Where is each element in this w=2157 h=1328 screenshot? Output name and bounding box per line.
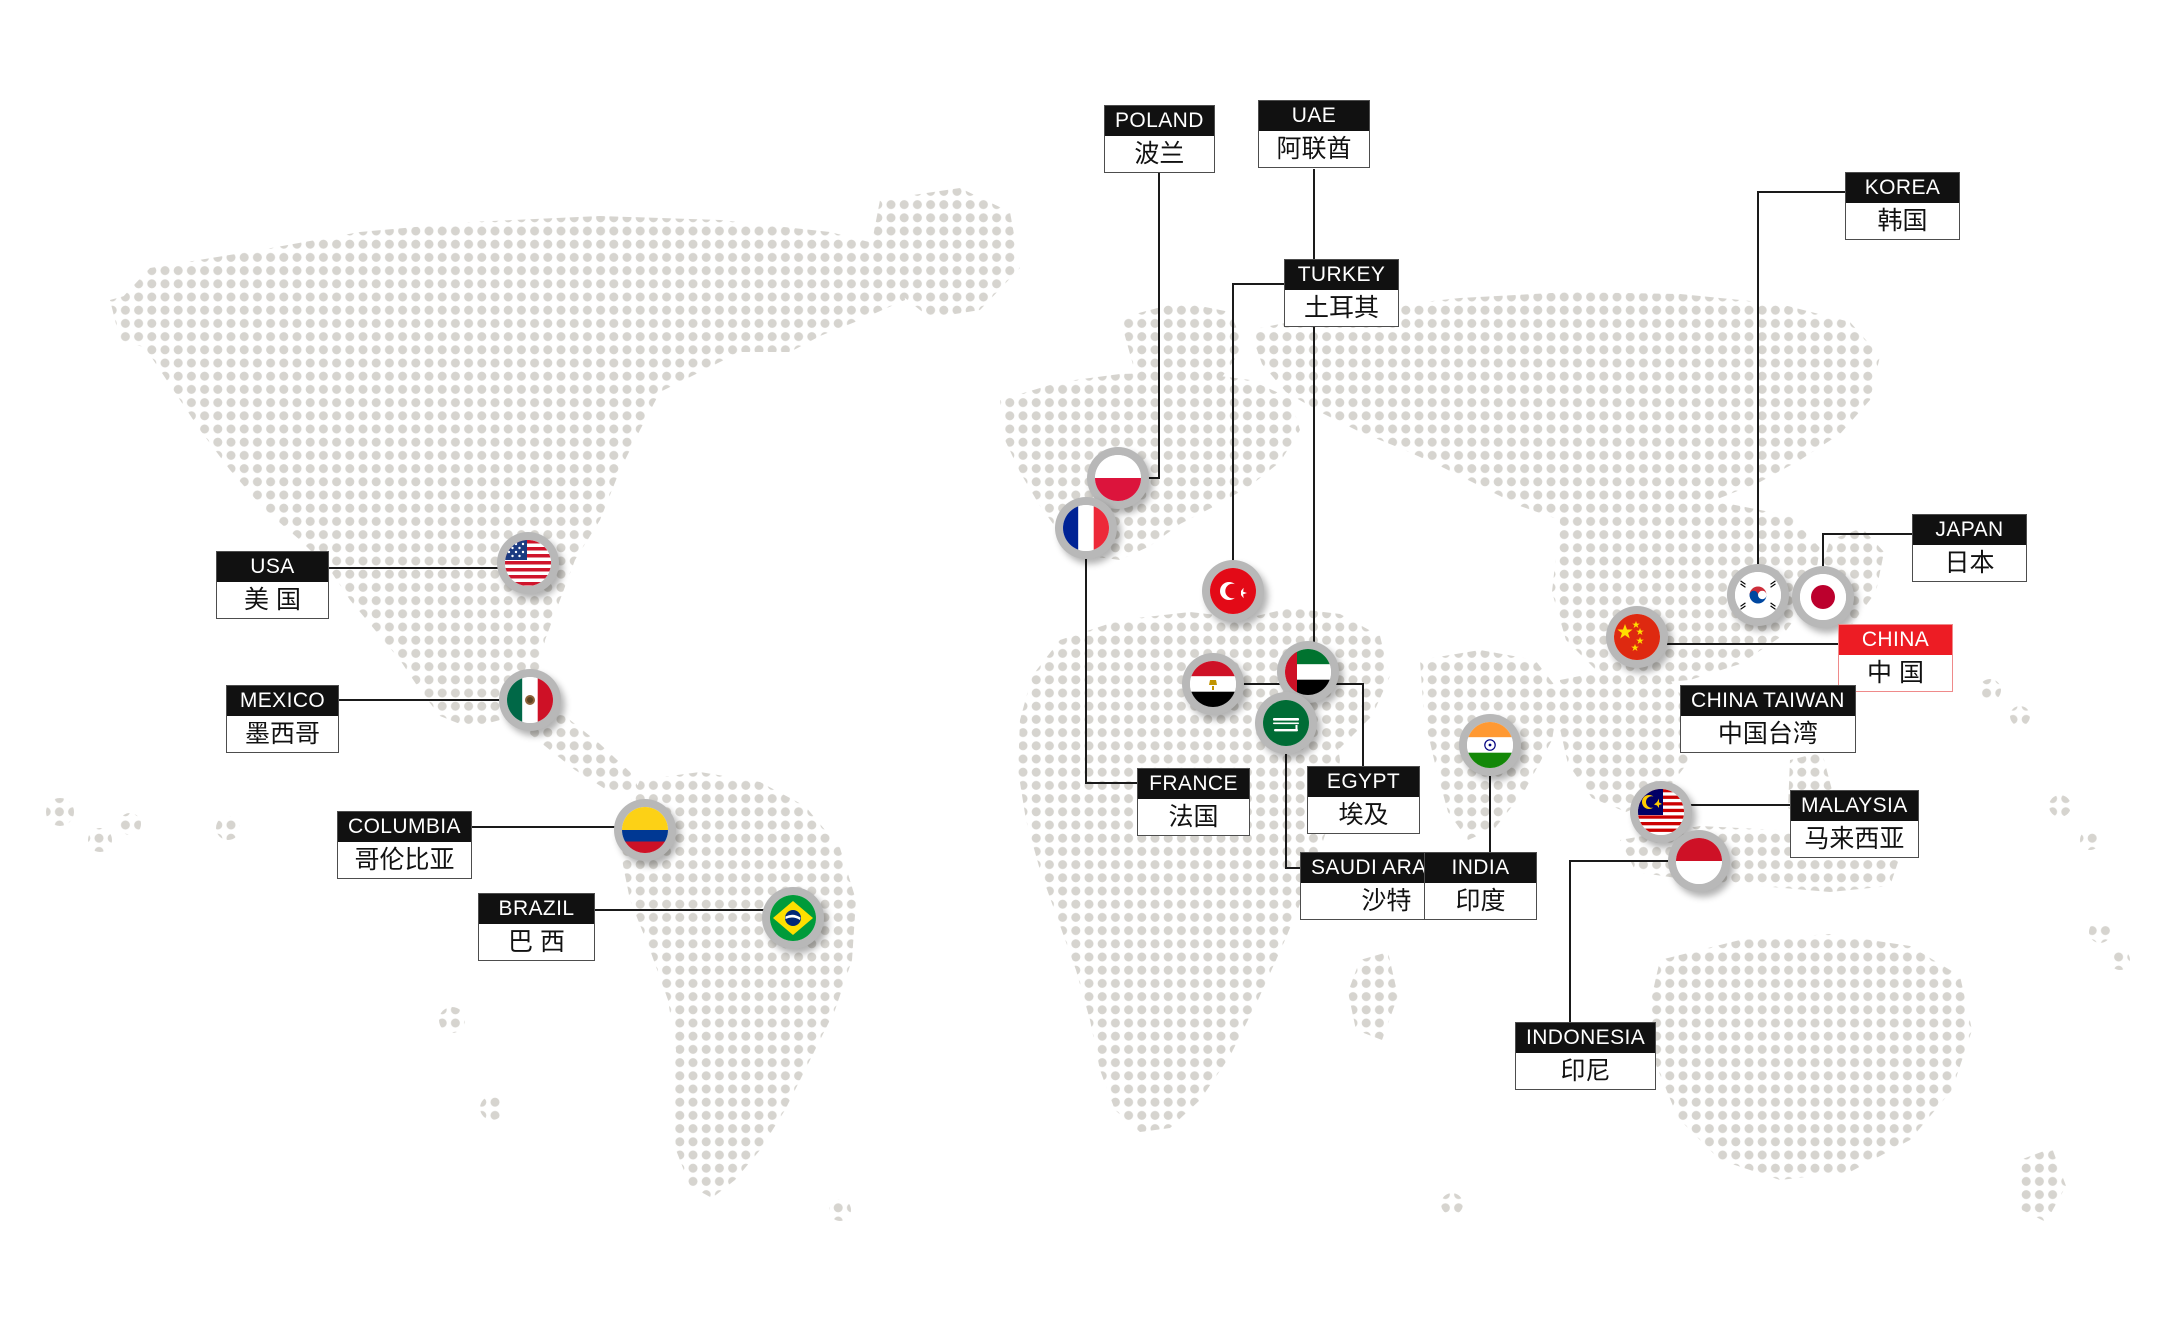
country-label-india[interactable]: INDIA 印度 [1424, 852, 1537, 920]
flag-saudi-icon [1263, 700, 1309, 746]
flag-mexico-icon [507, 677, 553, 723]
country-name-cn: 土耳其 [1285, 290, 1398, 326]
map-pin-malaysia[interactable] [1630, 781, 1692, 843]
flag-china-icon [1614, 614, 1660, 660]
country-label-uae[interactable]: UAE 阿联酋 [1258, 100, 1370, 168]
country-name-cn: 印尼 [1516, 1053, 1656, 1089]
country-name-cn: 巴 西 [479, 924, 594, 960]
country-name-cn: 法国 [1138, 799, 1249, 835]
flag-poland-icon [1095, 455, 1141, 501]
map-pin-china[interactable] [1606, 606, 1668, 668]
country-label-malaysia[interactable]: MALAYSIA 马来西亚 [1790, 790, 1919, 858]
map-pin-india[interactable] [1459, 714, 1521, 776]
flag-uae-icon [1285, 649, 1331, 695]
country-label-korea[interactable]: KOREA 韩国 [1845, 172, 1960, 240]
flag-egypt-icon [1190, 661, 1236, 707]
country-label-japan[interactable]: JAPAN 日本 [1912, 514, 2027, 582]
flag-india-icon [1467, 722, 1513, 768]
country-name-cn: 中 国 [1839, 655, 1952, 691]
flag-france-icon [1063, 505, 1109, 551]
flag-korea-icon [1735, 572, 1781, 618]
map-pin-turkey[interactable] [1202, 560, 1264, 622]
flag-brazil-icon [770, 895, 816, 941]
country-label-usa[interactable]: USA 美 国 [216, 551, 329, 619]
country-name-cn: 埃及 [1308, 797, 1419, 833]
country-name-en: POLAND [1105, 106, 1214, 136]
flag-usa-icon [505, 540, 551, 586]
country-name-cn: 韩国 [1846, 203, 1959, 239]
country-name-en: FRANCE [1138, 769, 1249, 799]
map-pin-indonesia[interactable] [1668, 830, 1730, 892]
country-label-china[interactable]: CHINA 中 国 [1838, 624, 1953, 692]
country-label-indonesia[interactable]: INDONESIA 印尼 [1515, 1022, 1657, 1090]
country-name-cn: 马来西亚 [1791, 821, 1918, 857]
flag-indonesia-icon [1676, 838, 1722, 884]
country-name-cn: 中国台湾 [1681, 716, 1855, 752]
country-name-en: INDONESIA [1516, 1023, 1656, 1053]
map-pin-brazil[interactable] [762, 887, 824, 949]
country-label-turkey[interactable]: TURKEY 土耳其 [1284, 259, 1399, 327]
country-name-en: EGYPT [1308, 767, 1419, 797]
flag-columbia-icon [622, 807, 668, 853]
country-name-cn: 美 国 [217, 582, 328, 618]
country-name-en: JAPAN [1913, 515, 2026, 545]
map-pin-mexico[interactable] [499, 669, 561, 731]
map-pin-poland[interactable] [1087, 447, 1149, 509]
map-pin-korea[interactable] [1727, 564, 1789, 626]
country-label-egypt[interactable]: EGYPT 埃及 [1307, 766, 1420, 834]
map-pin-france[interactable] [1055, 497, 1117, 559]
country-name-cn: 印度 [1425, 883, 1536, 919]
country-name-en: USA [217, 552, 328, 582]
country-name-en: MALAYSIA [1791, 791, 1918, 821]
country-name-en: KOREA [1846, 173, 1959, 203]
map-pin-japan[interactable] [1792, 566, 1854, 628]
map-pin-egypt[interactable] [1182, 653, 1244, 715]
country-name-cn: 阿联酋 [1259, 131, 1369, 167]
country-name-en: CHINA TAIWAN [1681, 686, 1855, 716]
country-name-en: CHINA [1839, 625, 1952, 655]
flag-japan-icon [1800, 574, 1846, 620]
map-pin-usa[interactable] [497, 532, 559, 594]
country-name-en: UAE [1259, 101, 1369, 131]
country-label-france[interactable]: FRANCE 法国 [1137, 768, 1250, 836]
country-name-en: COLUMBIA [338, 812, 471, 842]
country-label-poland[interactable]: POLAND 波兰 [1104, 105, 1215, 173]
country-label-mexico[interactable]: MEXICO 墨西哥 [226, 685, 339, 753]
map-pin-uae[interactable] [1277, 641, 1339, 703]
country-name-cn: 哥伦比亚 [338, 842, 471, 878]
flag-malaysia-icon [1638, 789, 1684, 835]
country-name-cn: 日本 [1913, 545, 2026, 581]
flag-turkey-icon [1210, 568, 1256, 614]
country-name-cn: 墨西哥 [227, 716, 338, 752]
country-label-taiwan[interactable]: CHINA TAIWAN 中国台湾 [1680, 685, 1856, 753]
map-pin-columbia[interactable] [614, 799, 676, 861]
map-pin-saudi[interactable] [1255, 692, 1317, 754]
country-name-en: BRAZIL [479, 894, 594, 924]
country-name-en: INDIA [1425, 853, 1536, 883]
country-name-en: TURKEY [1285, 260, 1398, 290]
country-name-cn: 波兰 [1105, 136, 1214, 172]
country-name-en: MEXICO [227, 686, 338, 716]
country-label-brazil[interactable]: BRAZIL 巴 西 [478, 893, 595, 961]
country-label-columbia[interactable]: COLUMBIA 哥伦比亚 [337, 811, 472, 879]
